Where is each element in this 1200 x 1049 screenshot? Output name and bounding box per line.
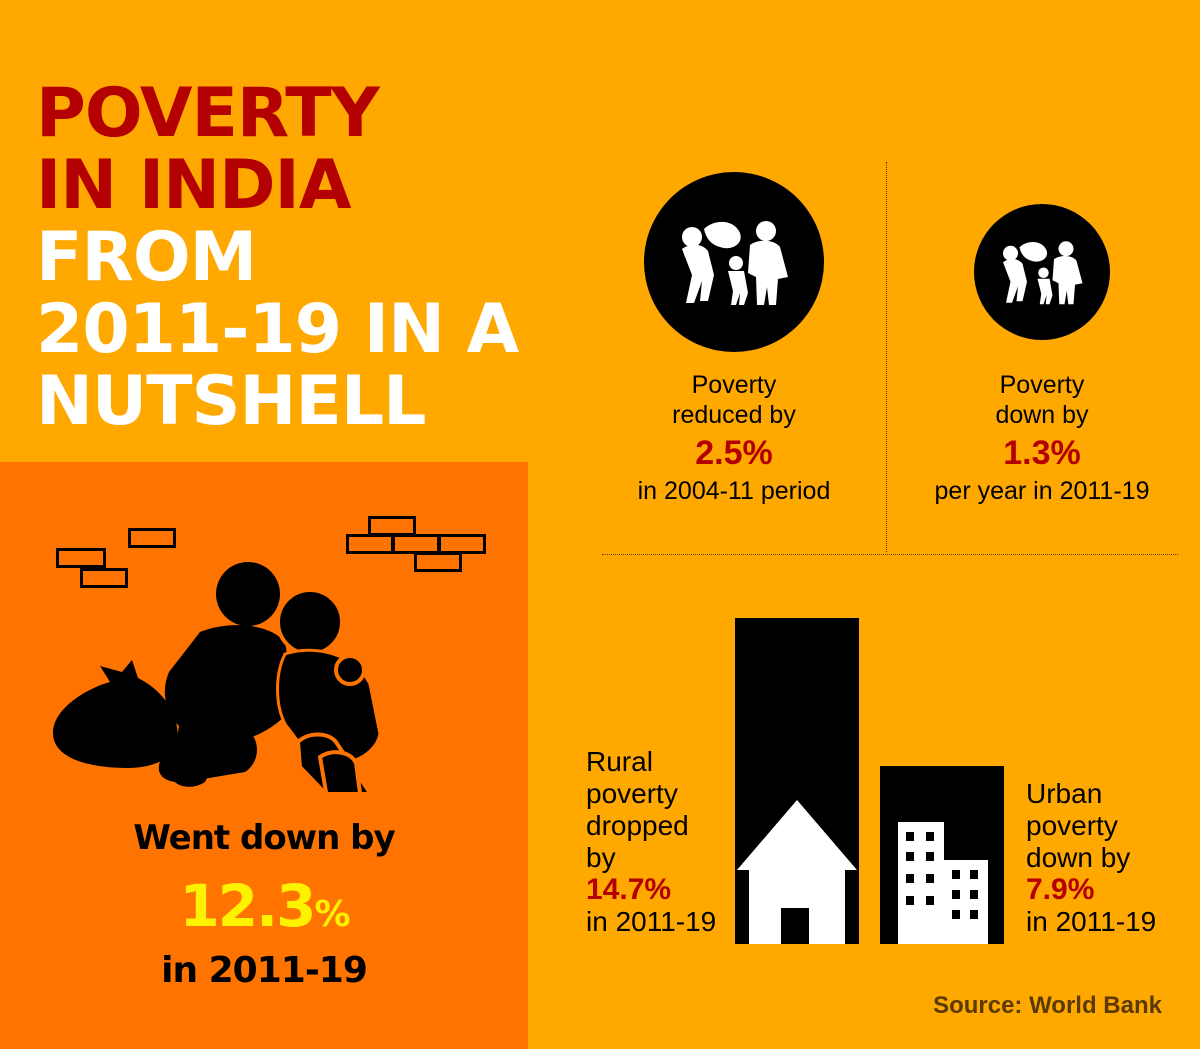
rural-period: in 2011-19	[586, 906, 717, 937]
overall-reduction-value: 12.3%	[0, 872, 528, 940]
rural-line-3: dropped	[586, 810, 689, 841]
overall-reduction-unit: %	[314, 894, 351, 935]
stat-2-circle	[974, 204, 1110, 340]
hut-icon	[737, 800, 857, 944]
page-title: POVERTY IN INDIA FROM 2011-19 IN A NUTSH…	[36, 74, 519, 441]
overall-reduction-number: 12.3	[179, 872, 316, 940]
overall-reduction-period: in 2011-19	[161, 950, 368, 991]
brick-decoration	[438, 534, 486, 554]
rural-poverty-text: Rural poverty dropped by 14.7% in 2011-1…	[586, 746, 732, 938]
brick-decoration	[414, 552, 462, 572]
stat-2-line-1: Poverty	[999, 371, 1085, 399]
urban-period: in 2011-19	[1026, 906, 1157, 937]
title-line-5: NUTSHELL	[36, 362, 427, 441]
family-walking-icon	[682, 221, 788, 305]
title-line-3: FROM	[36, 218, 257, 297]
rural-line-1: Rural	[586, 746, 653, 777]
stat-2: Poverty down by 1.3% per year in 2011-19	[912, 370, 1172, 506]
urban-line-2: poverty	[1026, 810, 1118, 841]
brick-decoration	[56, 548, 106, 568]
brick-decoration	[128, 528, 176, 548]
brick-decoration	[368, 516, 416, 536]
urban-value: 7.9%	[1026, 873, 1095, 906]
overall-poverty-panel: Went down by 12.3% in 2011-19	[0, 462, 528, 1049]
urban-line-3: down by	[1026, 842, 1131, 873]
stat-1-value: 2.5%	[695, 434, 773, 472]
stat-1: Poverty reduced by 2.5% in 2004-11 perio…	[604, 370, 864, 506]
rural-bar	[735, 618, 859, 944]
brick-decoration	[80, 568, 128, 588]
urban-poverty-text: Urban poverty down by 7.9% in 2011-19	[1026, 778, 1186, 938]
vertical-divider	[886, 162, 887, 552]
stat-2-line-2: down by	[995, 401, 1089, 429]
rural-line-2: poverty	[586, 778, 678, 809]
source-credit: Source: World Bank	[933, 992, 1162, 1019]
stat-1-line-2: reduced by	[672, 401, 796, 429]
brick-decoration	[392, 534, 440, 554]
horizontal-divider	[602, 554, 1178, 555]
stat-1-line-3: in 2004-11 period	[637, 477, 831, 505]
urban-bar	[880, 766, 1004, 944]
sitting-family-icon	[53, 562, 382, 792]
stat-2-value: 1.3%	[1003, 434, 1081, 472]
stat-1-line-1: Poverty	[691, 371, 777, 399]
rural-line-4: by	[586, 842, 616, 873]
went-down-label: Went down by	[133, 818, 395, 858]
title-line-2: IN INDIA	[36, 146, 351, 225]
rural-value: 14.7%	[586, 873, 672, 906]
stat-2-line-3: per year in 2011-19	[934, 477, 1150, 505]
building-icon	[898, 822, 988, 944]
stat-1-circle	[644, 172, 824, 352]
title-line-1: POVERTY	[36, 74, 380, 153]
family-walking-icon	[1003, 241, 1083, 305]
brick-decoration	[346, 534, 394, 554]
urban-line-1: Urban	[1026, 778, 1103, 809]
title-line-4: 2011-19 IN A	[36, 290, 519, 369]
